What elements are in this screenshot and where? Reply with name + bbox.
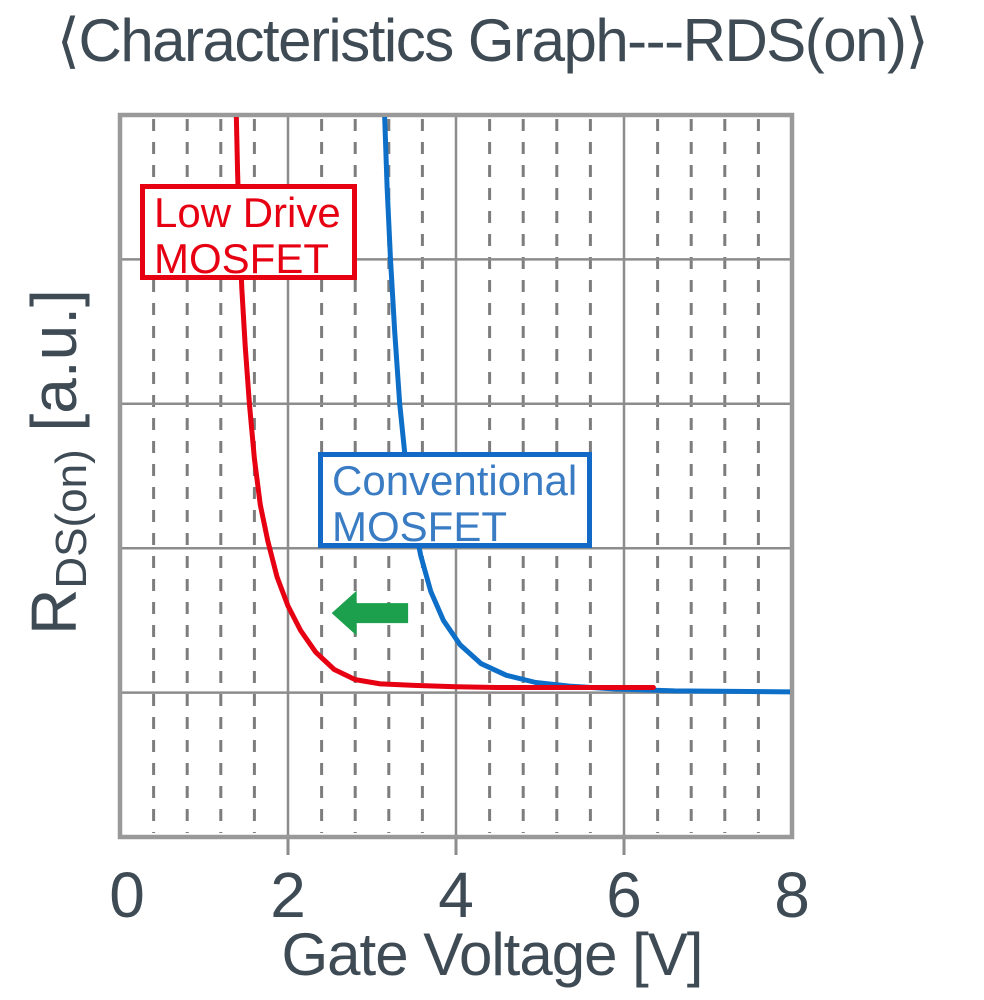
- x-tick-4: 4: [438, 859, 474, 931]
- series-label-box-conventional: Conventional MOSFET: [318, 452, 592, 550]
- series-label-conventional-line1: Conventional: [332, 457, 578, 504]
- x-tick-6: 6: [606, 859, 642, 931]
- x-tick-2: 2: [270, 859, 306, 931]
- plot-border: [117, 112, 795, 840]
- x-axis-title: Gate Voltage [V]: [281, 921, 704, 988]
- series-label-low-drive-line2: MOSFET: [154, 235, 329, 282]
- y-axis-symbol: R: [18, 588, 90, 635]
- series-label-box-low-drive: Low Drive MOSFET: [140, 184, 357, 282]
- left-arrow-annotation: [331, 590, 409, 636]
- x-tick-0: 0: [109, 859, 145, 931]
- series-label-conventional-line2: MOSFET: [332, 503, 507, 550]
- series-curve-low-drive: [233, 117, 656, 690]
- x-axis-tick-labels: 0 2 4 6 8: [0, 858, 984, 931]
- y-axis-unit: [a.u.]: [18, 289, 90, 450]
- x-tick-8: 8: [774, 859, 810, 931]
- figure-title: ⟨Characteristics Graph---RDS(on)⟩: [56, 7, 929, 74]
- y-axis-title: RDS(on) [a.u.]: [17, 262, 96, 662]
- y-axis-subscript: DS(on): [47, 449, 96, 589]
- series-label-low-drive-line1: Low Drive: [154, 189, 341, 236]
